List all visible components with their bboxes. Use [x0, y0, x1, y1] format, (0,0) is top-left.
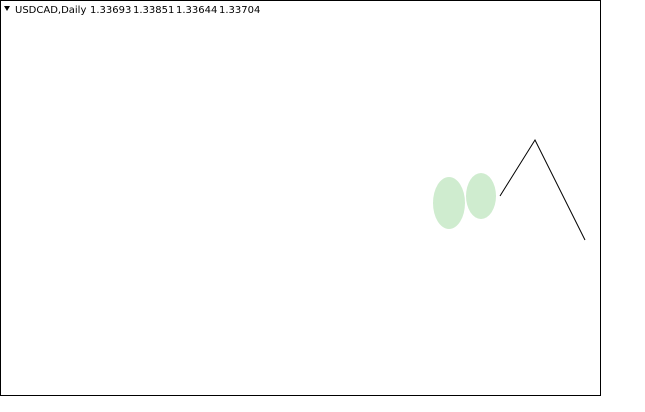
highlight-circle [433, 177, 465, 229]
highlight-circle [466, 173, 496, 219]
header-open: 1.33693 [90, 5, 131, 16]
symbol-icon [4, 6, 10, 11]
projection-arrow [499, 138, 586, 241]
chart-title: USDCAD,Daily [15, 5, 86, 16]
header-close: 1.33704 [219, 5, 260, 16]
header-high: 1.33851 [133, 5, 174, 16]
plot-border [0, 0, 601, 396]
header-low: 1.33644 [176, 5, 217, 16]
